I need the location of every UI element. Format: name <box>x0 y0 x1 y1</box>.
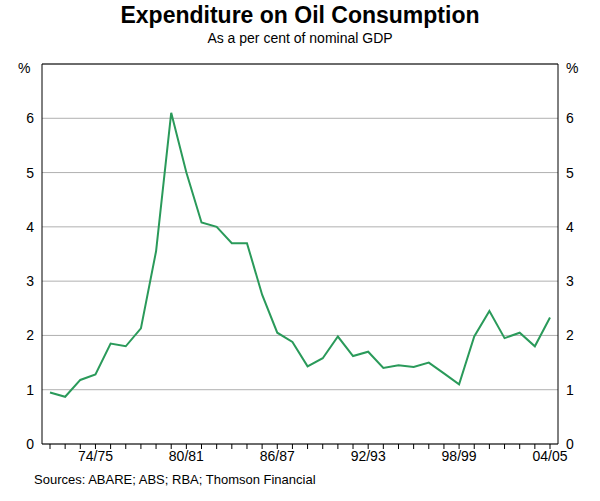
svg-text:92/93: 92/93 <box>351 448 386 464</box>
svg-text:3: 3 <box>26 273 34 289</box>
html-text:Sources: ABARE; ABS; RBA; Thom: Sources: ABARE; ABS; RBA; Thomson Financ… <box>34 472 316 487</box>
svg-text:1: 1 <box>26 382 34 398</box>
svg-text:3: 3 <box>566 273 574 289</box>
svg-text:80/81: 80/81 <box>169 448 204 464</box>
svg-text:98/99: 98/99 <box>442 448 477 464</box>
svg-text:2: 2 <box>566 327 574 343</box>
svg-text:74/75: 74/75 <box>78 448 113 464</box>
svg-text:6: 6 <box>26 110 34 126</box>
svg-text:4: 4 <box>26 219 34 235</box>
svg-text:5: 5 <box>566 165 574 181</box>
svg-text:1: 1 <box>566 382 574 398</box>
svg-text:2: 2 <box>26 327 34 343</box>
html-text:As a per cent of nominal GDP: As a per cent of nominal GDP <box>207 30 393 46</box>
svg-text:0: 0 <box>26 436 34 452</box>
svg-text:4: 4 <box>566 219 574 235</box>
svg-text:5: 5 <box>26 165 34 181</box>
svg-text:6: 6 <box>566 110 574 126</box>
svg-text:0: 0 <box>566 436 574 452</box>
html-text:Expenditure on Oil Consumption: Expenditure on Oil Consumption <box>120 2 480 28</box>
svg-text:86/87: 86/87 <box>260 448 295 464</box>
svg-text:04/05: 04/05 <box>532 448 567 464</box>
